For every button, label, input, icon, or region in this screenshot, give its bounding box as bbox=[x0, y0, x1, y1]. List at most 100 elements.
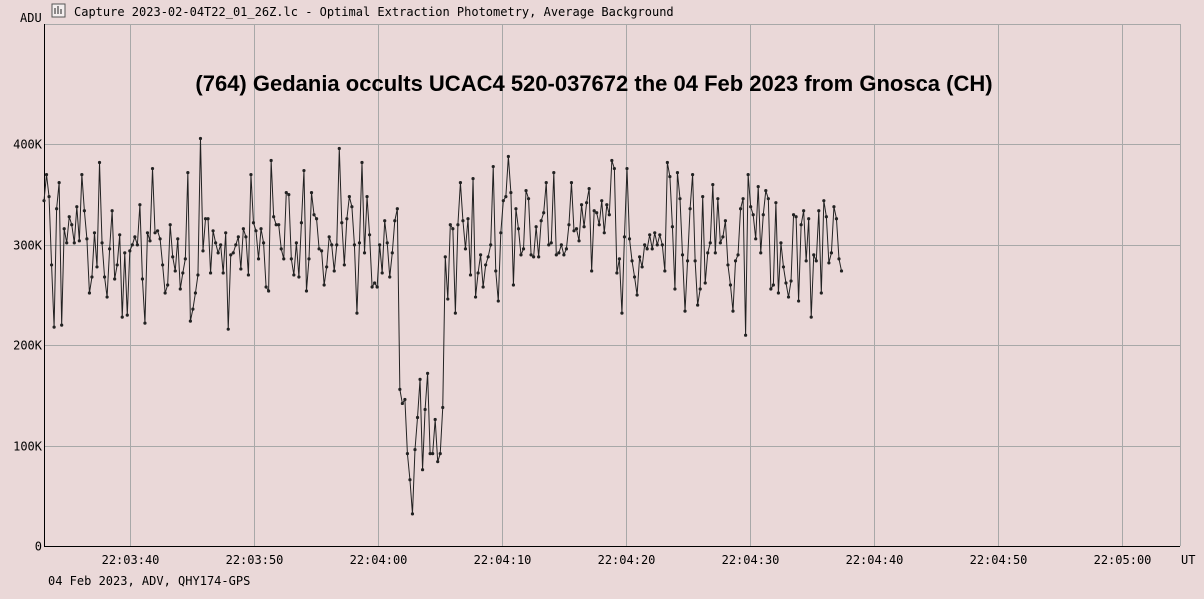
data-point bbox=[135, 243, 139, 247]
data-point bbox=[526, 197, 531, 201]
data-point bbox=[741, 197, 745, 201]
data-point bbox=[542, 211, 546, 215]
grid bbox=[44, 24, 1181, 546]
data-point bbox=[70, 223, 74, 227]
data-point bbox=[809, 315, 813, 319]
data-point bbox=[564, 247, 569, 251]
data-point bbox=[57, 181, 61, 185]
data-point bbox=[607, 213, 611, 217]
data-point bbox=[390, 251, 394, 255]
data-point bbox=[410, 512, 415, 516]
data-point bbox=[640, 265, 644, 269]
data-point bbox=[181, 271, 185, 275]
data-point bbox=[807, 217, 811, 221]
data-point bbox=[378, 243, 382, 247]
data-point bbox=[645, 247, 649, 251]
data-point bbox=[55, 207, 59, 211]
data-point bbox=[299, 221, 304, 225]
data-point bbox=[814, 259, 818, 263]
data-point bbox=[524, 189, 528, 193]
data-point bbox=[673, 287, 677, 291]
data-point bbox=[532, 255, 536, 259]
data-point bbox=[718, 241, 722, 245]
y-axis-label: ADU bbox=[20, 11, 42, 25]
data-point bbox=[660, 243, 664, 247]
data-point bbox=[108, 247, 112, 251]
data-point bbox=[335, 243, 339, 247]
data-point bbox=[65, 241, 69, 245]
data-point bbox=[224, 231, 228, 235]
data-point bbox=[489, 243, 493, 247]
data-point bbox=[211, 229, 215, 233]
data-point bbox=[494, 269, 498, 273]
data-point bbox=[246, 273, 251, 277]
data-point bbox=[764, 189, 768, 193]
data-point bbox=[294, 241, 298, 245]
data-point bbox=[426, 371, 430, 375]
data-point bbox=[292, 273, 296, 277]
data-point bbox=[484, 263, 488, 267]
data-point bbox=[42, 199, 46, 203]
window-icon[interactable] bbox=[51, 3, 66, 18]
data-point bbox=[516, 227, 521, 231]
y-tick-label: 400K bbox=[13, 138, 43, 152]
data-point bbox=[600, 199, 604, 203]
data-point bbox=[479, 253, 483, 257]
data-point bbox=[597, 223, 601, 227]
data-point bbox=[537, 255, 541, 259]
data-point bbox=[567, 223, 571, 227]
data-point bbox=[269, 158, 273, 163]
x-tick-label: 22:04:10 bbox=[474, 553, 532, 567]
data-point bbox=[496, 299, 500, 303]
data-point bbox=[337, 146, 341, 151]
data-point bbox=[786, 295, 791, 299]
data-point bbox=[171, 255, 175, 259]
data-point bbox=[791, 213, 796, 217]
data-point bbox=[362, 251, 367, 255]
data-point bbox=[668, 174, 672, 179]
data-point bbox=[191, 307, 195, 311]
data-point bbox=[506, 154, 510, 159]
data-point bbox=[610, 158, 614, 163]
data-point bbox=[839, 269, 844, 273]
data-point bbox=[721, 235, 725, 239]
data-point bbox=[52, 325, 56, 329]
data-point bbox=[779, 241, 783, 245]
data-point bbox=[620, 311, 624, 315]
data-point bbox=[438, 452, 442, 456]
data-point bbox=[183, 257, 187, 261]
data-point bbox=[552, 170, 556, 175]
data-point bbox=[158, 237, 162, 241]
data-point bbox=[817, 209, 821, 213]
data-point bbox=[145, 231, 150, 235]
data-point bbox=[579, 203, 584, 207]
data-point bbox=[569, 181, 574, 185]
data-point bbox=[675, 170, 680, 175]
chart-title: (764) Gedania occults UCAC4 520-037672 t… bbox=[195, 71, 992, 96]
data-point bbox=[691, 172, 695, 177]
data-point bbox=[744, 333, 748, 337]
data-point bbox=[140, 277, 145, 281]
data-point bbox=[486, 255, 490, 259]
data-point bbox=[219, 243, 223, 247]
x-tick-label: 22:04:30 bbox=[722, 553, 780, 567]
data-point bbox=[150, 166, 155, 171]
data-point bbox=[832, 205, 836, 209]
data-point bbox=[332, 269, 336, 273]
data-point bbox=[784, 281, 788, 285]
data-point bbox=[547, 243, 551, 247]
data-point bbox=[186, 170, 190, 175]
data-point bbox=[393, 219, 397, 223]
data-point bbox=[534, 225, 538, 229]
data-point bbox=[461, 219, 465, 223]
data-point bbox=[468, 273, 473, 277]
data-point bbox=[370, 285, 374, 289]
data-point bbox=[499, 231, 503, 235]
data-point bbox=[436, 460, 440, 464]
x-tick-label: 22:04:50 bbox=[970, 553, 1028, 567]
data-point bbox=[95, 265, 99, 269]
data-point bbox=[615, 271, 619, 275]
data-point bbox=[733, 259, 738, 263]
data-point bbox=[504, 195, 508, 199]
data-point bbox=[572, 229, 576, 233]
